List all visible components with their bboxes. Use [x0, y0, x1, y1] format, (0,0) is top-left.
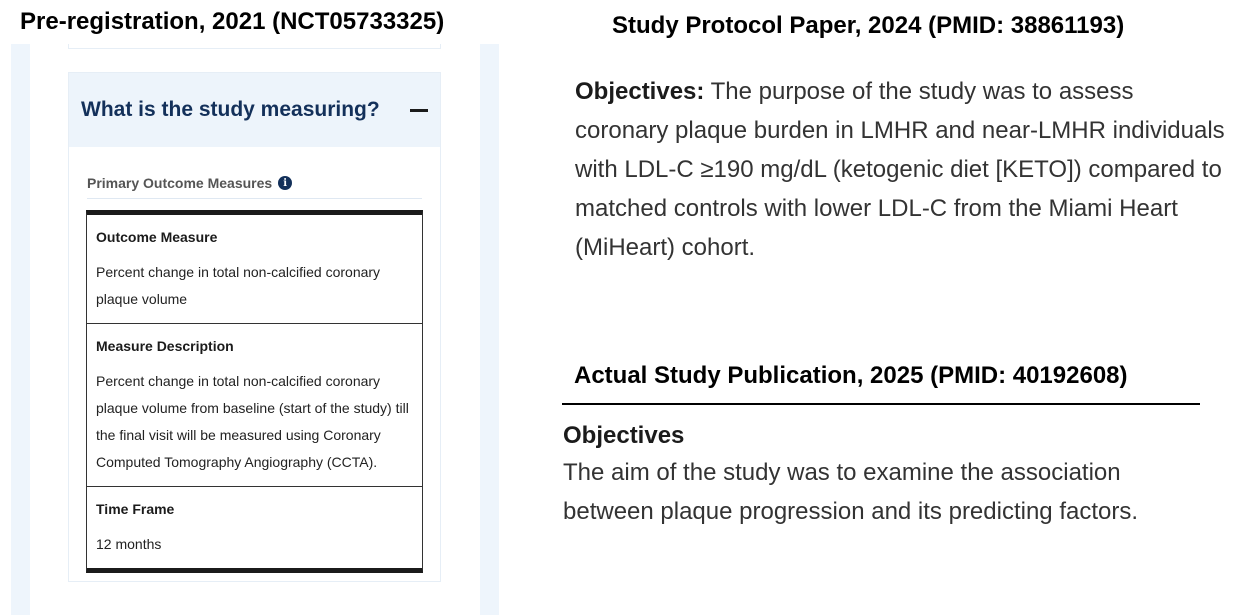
objectives-label: Objectives: — [575, 78, 705, 105]
collapse-minus-icon[interactable] — [410, 108, 428, 112]
row-label: Time Frame — [96, 501, 175, 517]
table-row: Time Frame 12 months — [87, 487, 422, 568]
table-row: Measure Description Percent change in to… — [87, 324, 422, 487]
table-row: Outcome Measure Percent change in total … — [87, 215, 422, 324]
protocol-objectives: Objectives: The purpose of the study was… — [575, 72, 1225, 267]
row-value: 12 months — [96, 536, 162, 552]
section-label: Primary Outcome Measures — [87, 175, 273, 191]
accordion-title: What is the study measuring? — [81, 98, 380, 121]
info-icon[interactable]: i — [278, 176, 293, 190]
previous-card — [68, 44, 441, 49]
preregistration-heading: Pre-registration, 2021 (NCT05733325) — [20, 8, 445, 35]
publication-objectives-label: Objectives — [563, 422, 685, 449]
publication-heading: Actual Study Publication, 2025 (PMID: 40… — [574, 362, 1128, 389]
objectives-text: The purpose of the study was to assess c… — [575, 78, 1225, 261]
row-label: Measure Description — [96, 338, 234, 354]
divider — [562, 403, 1200, 405]
publication-objectives-text: The aim of the study was to examine the … — [563, 459, 1139, 525]
study-measuring-accordion: What is the study measuring? Primary Out… — [68, 72, 441, 582]
row-value: Percent change in total non-calcified co… — [96, 373, 409, 470]
primary-outcome-label: Primary Outcome Measures i — [87, 175, 422, 199]
outcome-table: Outcome Measure Percent change in total … — [86, 210, 423, 573]
row-value: Percent change in total non-calcified co… — [96, 264, 381, 307]
row-label: Outcome Measure — [96, 229, 218, 245]
protocol-heading: Study Protocol Paper, 2024 (PMID: 388611… — [612, 12, 1125, 39]
accordion-header[interactable]: What is the study measuring? — [69, 73, 440, 147]
